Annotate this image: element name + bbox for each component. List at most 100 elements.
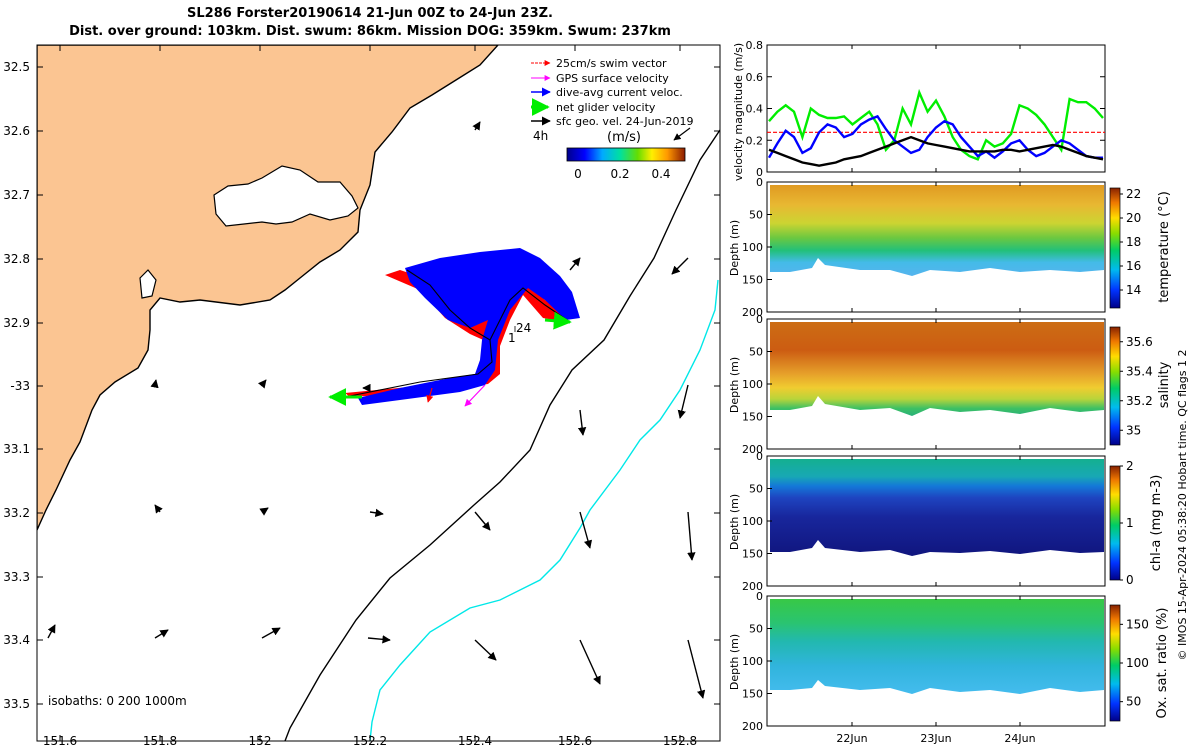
depth-tick-label: 150 [742, 411, 763, 424]
colorbar-tick-label: 150 [1126, 617, 1149, 631]
temperature-cbar-label: temperature (°C) [1157, 191, 1172, 303]
legend-item: net glider velocity [531, 98, 656, 116]
temperature-colorbar [1109, 187, 1121, 309]
section-axes: 05010015020014161820220501001502003535.2… [742, 45, 1153, 745]
colorbar-tick-label: 0 [1126, 573, 1134, 587]
lat-tick-label: 32.7 [3, 188, 30, 202]
colorbar-tick-label: 18 [1126, 235, 1141, 249]
sfc-velocity-arrow [47, 624, 56, 639]
lon-tick-label: 152.2 [353, 734, 387, 748]
velocity-series-line [768, 135, 1104, 167]
legend-label: dive-avg current veloc. [556, 86, 683, 99]
legend-label: GPS surface velocity [556, 72, 669, 85]
legend-label: sfc geo. vel. 24-Jun-2019 [556, 115, 693, 128]
map-frame [36, 44, 721, 742]
chlorophyll-colorbar [1109, 465, 1121, 581]
velocity-series-line [768, 88, 1104, 161]
depth-tick-label: 0 [756, 176, 763, 189]
sfc-velocity-arrow [369, 508, 384, 518]
track-label-1: 1 [508, 331, 516, 345]
depth-tick-label: 50 [749, 483, 763, 496]
depth-tick-label: 200 [742, 720, 763, 733]
legend-label: net glider velocity [556, 101, 656, 114]
land [37, 45, 499, 531]
isobath-200m [284, 129, 720, 741]
chlorophyll-section [770, 459, 1104, 556]
lat-tick-label: 33.1 [3, 442, 30, 456]
sfc-velocity-arrow [257, 379, 267, 389]
colorbar-tick-label: 100 [1126, 656, 1149, 670]
chart-title: SL286 Forster20190614 21-Jun 00Z to 24-J… [187, 6, 553, 21]
depth-tick-label: 200 [742, 443, 763, 456]
salinity-colorbar [1109, 326, 1121, 446]
chlorophyll-cbar-label: chl-a (mg m-3) [1149, 475, 1164, 572]
colorbar-tick-label: 35.4 [1126, 364, 1153, 378]
depth-tick-label: 0 [756, 313, 763, 326]
colorbar-tick-label: 1 [1126, 516, 1134, 530]
salinity-section [770, 322, 1104, 416]
colorbar-tick-label: 2 [1126, 459, 1134, 473]
velocity-ytick-label: 0.4 [746, 103, 764, 116]
salinity-panel: Depth (m) salinity [728, 318, 1172, 450]
sfc-velocity-arrow [579, 511, 593, 549]
depth-tick-label: 0 [756, 590, 763, 603]
colorbar-tick-label: 35.2 [1126, 394, 1153, 408]
lat-tick-label: 32.6 [3, 124, 30, 138]
lon-tick-label: 152.8 [663, 734, 697, 748]
sfc-velocity-arrow [671, 257, 689, 275]
oxygen-colorbar [1109, 604, 1121, 722]
lat-tick-label: -33 [10, 379, 30, 393]
legend-item: sfc geo. vel. 24-Jun-2019 [531, 115, 693, 128]
estuary [139, 269, 157, 299]
lon-tick-label: 151.6 [43, 734, 77, 748]
sfc-velocity-arrow [472, 121, 481, 131]
glider-track-line [349, 269, 571, 397]
swim-vector-arrow [426, 387, 434, 403]
depth-label: Depth (m) [728, 494, 741, 550]
time-tick-label: 24Jun [1004, 732, 1035, 745]
sfc-velocity-arrow [367, 635, 391, 644]
lat-tick-label: 33.4 [3, 633, 30, 647]
sfc-velocity-arrow [154, 629, 169, 639]
lon-tick-label: 152.6 [558, 734, 592, 748]
lon-tick-label: 151.8 [143, 734, 177, 748]
velocity-series-line [767, 114, 1103, 160]
chart-subtitle: Dist. over ground: 103km. Dist. swum: 86… [69, 24, 671, 39]
depth-tick-label: 50 [749, 209, 763, 222]
lat-tick-label: 32.8 [3, 252, 30, 266]
colorbar-tick-label: 50 [1126, 695, 1141, 709]
legend-item: 25cm/s swim vector [531, 57, 667, 70]
colorbar-tick-label: 22 [1126, 187, 1141, 201]
oxygen-panel: Depth (m) Ox. sat. ratio (%) [728, 595, 1170, 727]
velocity-axis: 0 0.2 0.4 0.6 0.8 [746, 39, 1105, 179]
lat-tick-label: 33.2 [3, 506, 30, 520]
velocity-series [767, 88, 1104, 167]
corner-arrow [673, 127, 691, 141]
depth-label: Depth (m) [728, 634, 741, 690]
track-label-24: 24 [516, 321, 531, 335]
colorbar-tick-label: 35.6 [1126, 335, 1153, 349]
net-glider-velocity-arrow [544, 311, 572, 330]
imos-copyright: © IMOS 15-Apr-2024 05:38:20 Hobart time.… [1176, 350, 1189, 661]
sfc-velocity-arrow [577, 409, 587, 436]
velocity-ytick-label: 0.8 [746, 39, 764, 52]
depth-tick-label: 50 [749, 623, 763, 636]
lat-tick-label: 32.5 [3, 60, 30, 74]
depth-tick-label: 150 [742, 688, 763, 701]
time-tick-label: 23Jun [920, 732, 951, 745]
map-colorbar [566, 147, 686, 162]
depth-label: Depth (m) [728, 357, 741, 413]
lon-tick-label: 152 [249, 734, 272, 748]
lon-tick-label: 152.4 [458, 734, 492, 748]
map-legend: 25cm/s swim vector GPS surface velocity … [531, 57, 693, 181]
depth-label: Depth (m) [728, 220, 741, 276]
colorbar-tick-label: 14 [1126, 283, 1141, 297]
depth-tick-label: 200 [742, 580, 763, 593]
sfc-velocity-arrow [474, 639, 497, 661]
depth-tick-label: 200 [742, 306, 763, 319]
depth-tick-label: 50 [749, 346, 763, 359]
lat-tick-label: 33.5 [3, 697, 30, 711]
colorbar-tick-label: 0 [574, 167, 582, 181]
velocity-ylabel: velocity magnitude (m/s) [732, 43, 745, 181]
velocity-ytick-label: 0 [756, 166, 763, 179]
